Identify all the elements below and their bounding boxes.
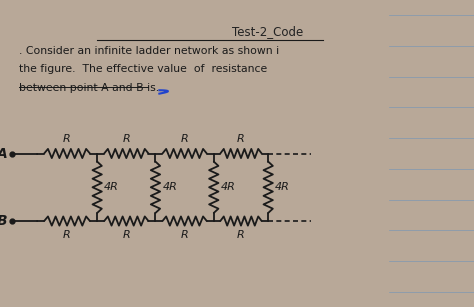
Text: R: R (63, 230, 71, 240)
Text: A: A (0, 146, 8, 161)
Text: R: R (181, 230, 189, 240)
Text: B: B (0, 214, 8, 228)
Text: between point A and B is.: between point A and B is. (19, 83, 160, 93)
Text: . Consider an infinite ladder network as shown i: . Consider an infinite ladder network as… (19, 46, 280, 56)
Text: R: R (237, 134, 245, 144)
Text: R: R (122, 230, 130, 240)
Text: 4R: 4R (104, 182, 119, 192)
Text: 4R: 4R (221, 182, 236, 192)
Text: R: R (181, 134, 189, 144)
Text: R: R (237, 230, 245, 240)
Text: 4R: 4R (163, 182, 177, 192)
Text: 4R: 4R (275, 182, 290, 192)
Text: the figure.  The effective value  of  resistance: the figure. The effective value of resis… (19, 64, 268, 75)
Text: R: R (63, 134, 71, 144)
Text: R: R (122, 134, 130, 144)
Text: Test-2_Code: Test-2_Code (232, 25, 303, 37)
